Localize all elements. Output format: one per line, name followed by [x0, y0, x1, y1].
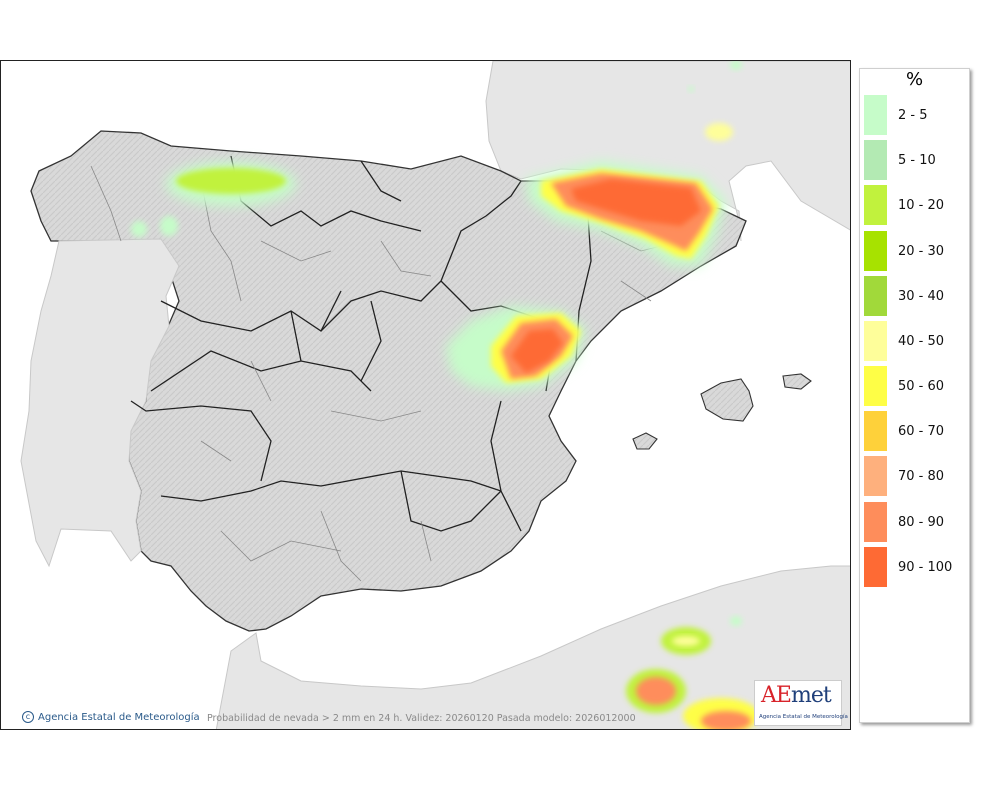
aemet-logo-subtitle: Agencia Estatal de Meteorología	[759, 714, 848, 720]
ibiza	[632, 432, 658, 450]
legend-swatch	[864, 502, 887, 542]
north-africa-landmass	[215, 565, 850, 729]
aemet-logo: AEmet Agencia Estatal de Meteorología	[754, 680, 848, 726]
legend-item: 90 - 100	[864, 547, 952, 587]
legend-item: 50 - 60	[864, 366, 944, 406]
aemet-wordmark-e: E	[775, 683, 792, 708]
aemet-wordmark: AEmet	[761, 683, 832, 708]
legend-swatch	[864, 231, 887, 271]
legend-item: 70 - 80	[864, 456, 944, 496]
legend-swatch	[864, 95, 887, 135]
legend-unit: %	[905, 69, 924, 90]
legend-item: 20 - 30	[864, 231, 944, 271]
map-canvas	[20, 61, 850, 729]
legend-item: 10 - 20	[864, 185, 944, 225]
legend-swatch	[864, 321, 887, 361]
legend-item: 30 - 40	[864, 276, 944, 316]
legend-swatch	[864, 547, 887, 587]
aemet-wordmark-met: met	[790, 683, 832, 708]
aemet-wordmark-a: A	[761, 683, 777, 708]
legend-swatch	[864, 411, 887, 451]
portugal	[20, 238, 180, 568]
legend-label: 5 - 10	[898, 152, 936, 168]
legend-swatch	[864, 366, 887, 406]
legend-label: 20 - 30	[898, 243, 945, 259]
legend-item: 5 - 10	[864, 140, 936, 180]
menorca	[782, 373, 812, 390]
agency-credit: c Agencia Estatal de Meteorología	[22, 711, 200, 723]
legend-label: 80 - 90	[898, 514, 945, 530]
snow-probability-fields	[131, 61, 759, 729]
legend-item: 2 - 5	[864, 95, 928, 135]
legend-item: 40 - 50	[864, 321, 944, 361]
snow-probability-map	[0, 60, 851, 730]
legend: % 2 - 5 5 - 10 10 - 20 20 - 30 30 - 40 4…	[859, 68, 970, 723]
legend-swatch	[864, 276, 887, 316]
legend-swatch	[864, 140, 887, 180]
legend-label: 50 - 60	[898, 378, 945, 394]
legend-label: 10 - 20	[898, 197, 945, 213]
copyright-icon: c	[22, 711, 34, 723]
legend-label: 70 - 80	[898, 468, 945, 484]
legend-item: 80 - 90	[864, 502, 944, 542]
legend-label: 90 - 100	[898, 559, 953, 575]
mallorca	[700, 378, 754, 422]
legend-swatch	[864, 185, 887, 225]
legend-label: 60 - 70	[898, 423, 945, 439]
legend-item: 60 - 70	[864, 411, 944, 451]
agency-credit-text: Agencia Estatal de Meteorología	[38, 711, 200, 723]
legend-label: 2 - 5	[898, 107, 928, 123]
legend-label: 40 - 50	[898, 333, 945, 349]
map-caption: Probabilidad de nevada > 2 mm en 24 h. V…	[207, 713, 636, 724]
legend-swatch	[864, 456, 887, 496]
legend-label: 30 - 40	[898, 288, 945, 304]
